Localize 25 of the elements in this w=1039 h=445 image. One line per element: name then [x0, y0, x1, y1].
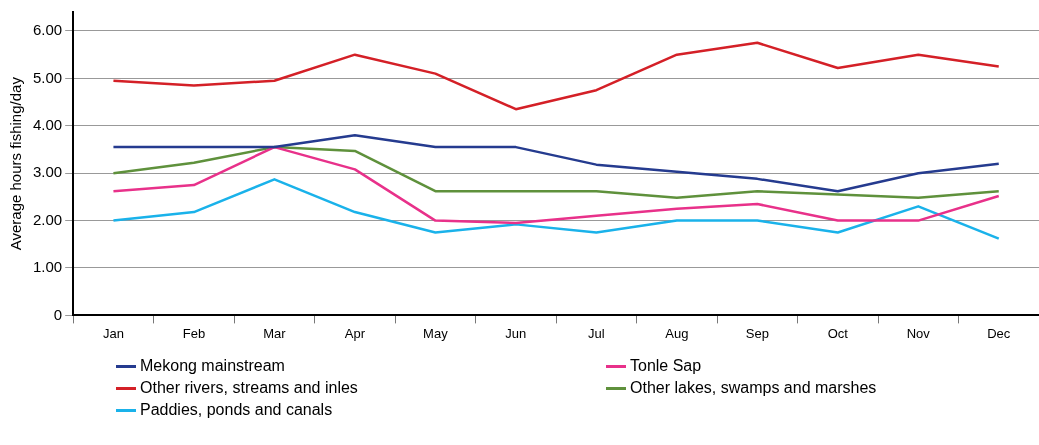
x-tick-label: Jan [102, 325, 124, 341]
x-tick-label: Feb [182, 325, 206, 341]
y-tick-label: 2.00 [32, 210, 63, 228]
y-tick-label: 3.00 [32, 163, 63, 181]
x-tick-label: Nov [906, 325, 931, 341]
x-tick-label: Aug [665, 325, 689, 341]
x-tick-label: Apr [344, 325, 366, 341]
legend-label: Other lakes, swamps and marshes [630, 379, 877, 397]
x-tick-label: Jun [505, 325, 527, 341]
legend-label: Other rivers, streams and inles [140, 379, 358, 397]
y-tick-label: 6.00 [32, 21, 63, 39]
x-tick-label: Oct [827, 325, 849, 341]
y-tick-label: 5.00 [32, 68, 63, 86]
x-tick-label: Sep [745, 325, 769, 341]
x-tick-label: Mar [263, 325, 287, 341]
legend-label: Paddies, ponds and canals [140, 401, 333, 419]
y-axis-title: Average hours fishing/day [7, 76, 25, 251]
x-tick-label: May [423, 325, 449, 341]
y-tick-label: 4.00 [32, 115, 63, 133]
legend-label: Tonle Sap [630, 357, 702, 375]
x-tick-label: Dec [987, 325, 1011, 341]
y-tick-label: 1.00 [32, 258, 63, 276]
y-tick-label: 0 [53, 305, 63, 323]
legend-label: Mekong mainstream [140, 357, 285, 375]
x-tick-label: Jul [588, 325, 605, 341]
